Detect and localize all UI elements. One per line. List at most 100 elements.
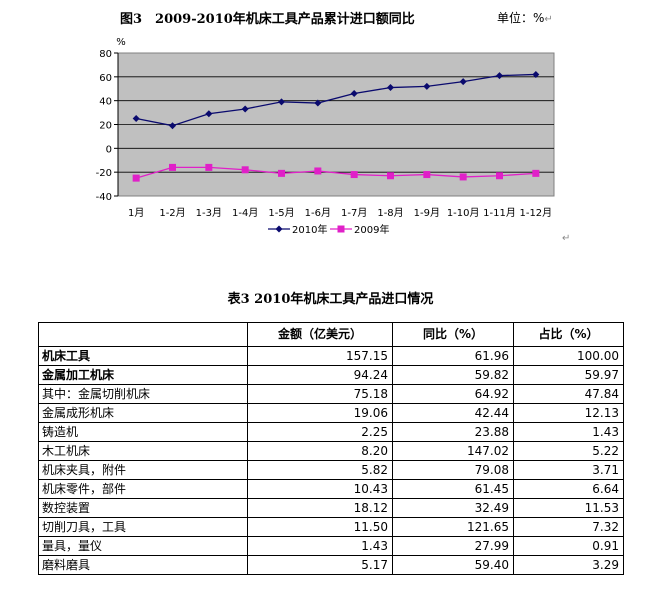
row-name: 切削刀具，工具 — [38, 517, 248, 537]
share-cell: 7.32 — [513, 517, 624, 537]
figure-unit: 单位：%↵ — [497, 9, 553, 26]
y-tick-label: 40 — [99, 97, 112, 108]
share-cell: 12.13 — [513, 403, 624, 423]
data-point-square — [278, 169, 285, 177]
share-cell: 11.53 — [513, 498, 624, 518]
data-point-square — [532, 169, 540, 177]
header-cell: 同比（%） — [392, 322, 514, 347]
x-tick-label: 1月 — [128, 207, 144, 219]
data-point-square — [241, 166, 249, 174]
share-cell: 3.29 — [513, 555, 624, 575]
data-point-diamond — [387, 84, 394, 92]
yoy-cell: 61.96 — [392, 346, 514, 366]
table-row: 切削刀具，工具 11.50 121.65 7.32 — [38, 517, 624, 537]
header-cell: 金额（亿美元） — [247, 322, 393, 347]
yoy-cell: 61.45 — [392, 479, 514, 499]
amount-cell: 19.06 — [247, 403, 393, 423]
amount-cell: 5.82 — [247, 460, 393, 480]
x-tick-label: 1-10月 — [447, 207, 480, 219]
row-name: 木工机床 — [38, 441, 248, 461]
yoy-cell: 59.40 — [392, 555, 514, 575]
row-name: 磨料磨具 — [38, 555, 248, 575]
header-cell: 占比（%） — [513, 322, 624, 347]
data-point-square — [169, 163, 176, 171]
amount-cell: 8.20 — [247, 441, 393, 461]
amount-cell: 5.17 — [247, 555, 393, 575]
share-cell: 5.22 — [513, 441, 624, 461]
yoy-cell: 32.49 — [392, 498, 514, 518]
data-point-diamond — [350, 90, 358, 98]
data-point-diamond — [496, 72, 503, 80]
yoy-cell: 27.99 — [392, 536, 514, 556]
y-tick-label: -20 — [96, 168, 112, 179]
legend-marker — [275, 225, 283, 233]
row-name: 其中：金属切削机床 — [38, 384, 248, 404]
amount-cell: 2.25 — [247, 422, 393, 442]
y-tick-label: 60 — [99, 73, 112, 84]
table-row: 其中：金属切削机床 75.18 64.92 47.84 — [38, 384, 624, 404]
amount-cell: 94.24 — [247, 365, 393, 385]
row-name: 机床工具 — [38, 346, 248, 366]
data-point-square — [496, 172, 503, 180]
table-row: 木工机床 8.20 147.02 5.22 — [38, 441, 624, 461]
yoy-cell: 79.08 — [392, 460, 514, 480]
table-body: 机床工具 157.15 61.96 100.00 金属加工机床 94.24 59.82 59.… — [38, 346, 624, 575]
table-row: 机床零件，部件 10.43 61.45 6.64 — [38, 479, 624, 499]
line-chart: 80 60 40 20 0 -20 -40% 1月 1-2月 1-3月 1-4月 1-5月 1-6月 1-… — [96, 37, 555, 236]
header-cell — [38, 322, 248, 347]
data-point-diamond — [241, 105, 249, 113]
table-row: 金属成形机床 19.06 42.44 12.13 — [38, 403, 624, 423]
row-name: 数控装置 — [38, 498, 248, 518]
x-tick-label: 1-6月 — [305, 207, 331, 219]
x-tick-label: 1-4月 — [232, 207, 258, 219]
x-tick-label: 1-11月 — [483, 207, 516, 219]
x-tick-label: 1-5月 — [268, 207, 294, 219]
share-cell: 59.97 — [513, 365, 624, 385]
import-table: 金额（亿美元） 同比（%） 占比（%） 机床工具 157.15 61.96 100.0… — [38, 322, 624, 575]
legend-marker — [337, 225, 345, 233]
data-point-square — [459, 173, 467, 181]
table-row: 铸造机 2.25 23.88 1.43 — [38, 422, 624, 442]
row-name: 金属成形机床 — [38, 403, 248, 423]
share-cell: 3.71 — [513, 460, 624, 480]
table-row: 金属加工机床 94.24 59.82 59.97 — [38, 365, 624, 385]
share-cell: 6.64 — [513, 479, 624, 499]
data-point-square — [423, 171, 431, 179]
amount-cell: 1.43 — [247, 536, 393, 556]
return-mark-icon: ↵ — [562, 233, 571, 244]
yoy-cell: 147.02 — [392, 441, 514, 461]
data-point-diamond — [459, 78, 467, 86]
legend-label: 2009年 — [354, 223, 389, 236]
table-row: 数控装置 18.12 32.49 11.53 — [38, 498, 624, 518]
series-line-1 — [135, 166, 536, 179]
data-point-square — [205, 163, 213, 171]
y-axis-label: % — [116, 37, 126, 48]
x-tick-label: 1-8月 — [377, 207, 403, 219]
data-point-square — [350, 171, 358, 179]
table-row: 机床夹具，附件 5.82 79.08 3.71 — [38, 460, 624, 480]
data-point-square — [387, 172, 394, 180]
row-name: 量具，量仪 — [38, 536, 248, 556]
amount-cell: 157.15 — [247, 346, 393, 366]
yoy-cell: 121.65 — [392, 517, 514, 537]
share-cell: 0.91 — [513, 536, 624, 556]
legend-label: 2010年 — [292, 223, 327, 236]
table-row: 磨料磨具 5.17 59.40 3.29 — [38, 555, 624, 575]
data-point-diamond — [278, 98, 285, 106]
yoy-cell: 42.44 — [392, 403, 514, 423]
amount-cell: 75.18 — [247, 384, 393, 404]
row-name: 机床零件，部件 — [38, 479, 248, 499]
table-header-row: 金额（亿美元） 同比（%） 占比（%） — [38, 322, 624, 347]
share-cell: 47.84 — [513, 384, 624, 404]
amount-cell: 11.50 — [247, 517, 393, 537]
share-cell: 100.00 — [513, 346, 624, 366]
yoy-cell: 59.82 — [392, 365, 514, 385]
series-line-0 — [136, 73, 536, 127]
data-point-diamond — [314, 99, 322, 107]
share-cell: 1.43 — [513, 422, 624, 442]
table-row: 量具，量仪 1.43 27.99 0.91 — [38, 536, 624, 556]
data-point-diamond — [132, 115, 140, 123]
x-tick-label: 1-9月 — [414, 207, 440, 219]
data-point-diamond — [532, 70, 540, 78]
amount-cell: 10.43 — [247, 479, 393, 499]
